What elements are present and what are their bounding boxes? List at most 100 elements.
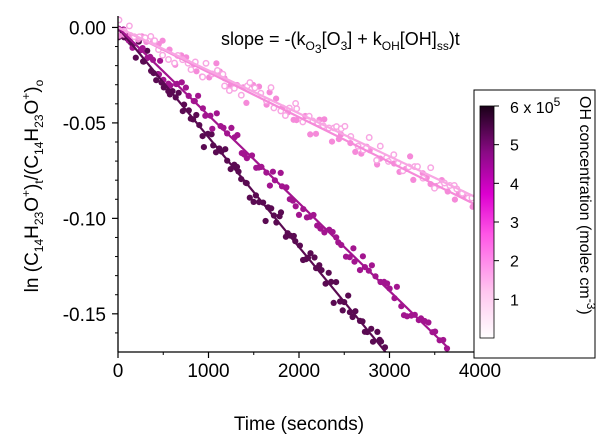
data-point xyxy=(125,22,133,30)
data-point xyxy=(222,146,229,153)
colorbar: 5 4 3 2 1 6 x 105 OH concentration (molec cm… xyxy=(473,89,597,359)
data-point xyxy=(350,245,357,252)
data-points xyxy=(118,16,480,352)
x-ticks: 0 1000 2000 3000 4000 xyxy=(113,352,501,382)
data-point xyxy=(228,124,235,131)
data-point xyxy=(202,59,210,67)
data-point xyxy=(209,125,216,132)
y-ticks: 0.00 -0.05 -0.10 -0.15 xyxy=(63,18,118,334)
data-point xyxy=(221,82,229,90)
data-point xyxy=(316,262,323,269)
data-point xyxy=(359,253,366,260)
data-point xyxy=(273,95,280,102)
data-point xyxy=(144,47,151,54)
fit-lines xyxy=(118,26,480,352)
data-point xyxy=(410,176,417,183)
fit-line xyxy=(118,26,387,352)
data-point xyxy=(321,229,328,236)
data-point xyxy=(250,198,257,205)
x-tick-label: 1000 xyxy=(187,361,229,382)
data-point xyxy=(307,131,314,138)
data-point xyxy=(199,133,206,140)
data-point xyxy=(339,307,346,314)
data-point xyxy=(341,122,349,130)
data-point xyxy=(159,51,167,59)
x-axis-title: Time (seconds) xyxy=(234,414,364,435)
data-point xyxy=(384,280,391,287)
data-point xyxy=(267,84,275,92)
data-point xyxy=(175,89,182,96)
data-point xyxy=(425,319,432,326)
data-point xyxy=(213,110,220,117)
data-point xyxy=(266,182,273,189)
data-point xyxy=(234,132,241,139)
data-point xyxy=(346,254,353,261)
data-point xyxy=(213,67,221,74)
colorbar-top-label: 6 x 105 xyxy=(510,95,561,117)
colorbar-tick-label: 5 xyxy=(510,138,519,155)
data-point xyxy=(118,16,123,24)
data-point xyxy=(243,155,250,162)
y-axis-title: ln (C14H23O+)t/(C14H23O+)o xyxy=(19,79,46,292)
data-point xyxy=(200,144,207,151)
data-point xyxy=(325,269,332,276)
data-point xyxy=(368,262,375,269)
fit-line xyxy=(118,26,450,349)
data-point xyxy=(178,79,185,86)
data-point xyxy=(407,153,414,160)
data-point xyxy=(195,92,202,99)
colorbar-ticks: 5 4 3 2 1 xyxy=(494,105,519,309)
data-point xyxy=(147,32,155,40)
data-point xyxy=(277,209,285,216)
data-point xyxy=(376,142,384,150)
data-point xyxy=(281,112,289,119)
data-point xyxy=(187,66,195,74)
data-point xyxy=(292,203,299,210)
y-tick-label: -0.15 xyxy=(63,305,106,326)
data-point xyxy=(167,82,174,89)
data-point xyxy=(199,73,207,81)
data-point xyxy=(159,37,166,44)
data-point xyxy=(311,254,318,261)
data-point xyxy=(451,196,458,203)
data-point xyxy=(368,325,375,332)
data-point xyxy=(373,156,381,164)
data-point xyxy=(193,111,200,119)
data-point xyxy=(246,79,254,87)
data-point xyxy=(345,292,352,299)
data-point xyxy=(165,56,172,63)
data-point xyxy=(151,37,159,45)
fit-line xyxy=(118,26,480,208)
data-point xyxy=(243,99,250,106)
data-point xyxy=(213,60,220,67)
data-point xyxy=(317,225,324,232)
y-tick-label: -0.05 xyxy=(63,114,106,135)
data-point xyxy=(307,250,314,257)
y-tick-label: -0.10 xyxy=(63,209,106,230)
data-point xyxy=(365,134,373,141)
data-point xyxy=(157,57,164,64)
fit-line xyxy=(118,26,480,201)
data-point xyxy=(312,130,320,137)
data-point xyxy=(246,194,253,201)
colorbar-tick-label: 4 xyxy=(510,176,519,193)
colorbar-title: OH concentration (molec cm-3) xyxy=(576,96,597,315)
data-point xyxy=(333,279,340,286)
data-point xyxy=(321,116,328,123)
data-point xyxy=(295,211,303,218)
x-tick-label: 2000 xyxy=(278,361,320,382)
data-point xyxy=(330,299,337,306)
x-tick-label: 3000 xyxy=(368,361,410,382)
data-point xyxy=(262,217,269,225)
x-tick-label: 0 xyxy=(113,361,124,382)
data-point xyxy=(293,117,300,124)
data-point xyxy=(193,68,200,75)
data-point xyxy=(251,84,259,92)
data-point xyxy=(427,164,435,172)
data-point xyxy=(132,54,139,61)
data-point xyxy=(328,138,336,145)
data-point xyxy=(393,283,400,290)
data-point xyxy=(292,99,300,107)
data-point xyxy=(277,169,284,176)
